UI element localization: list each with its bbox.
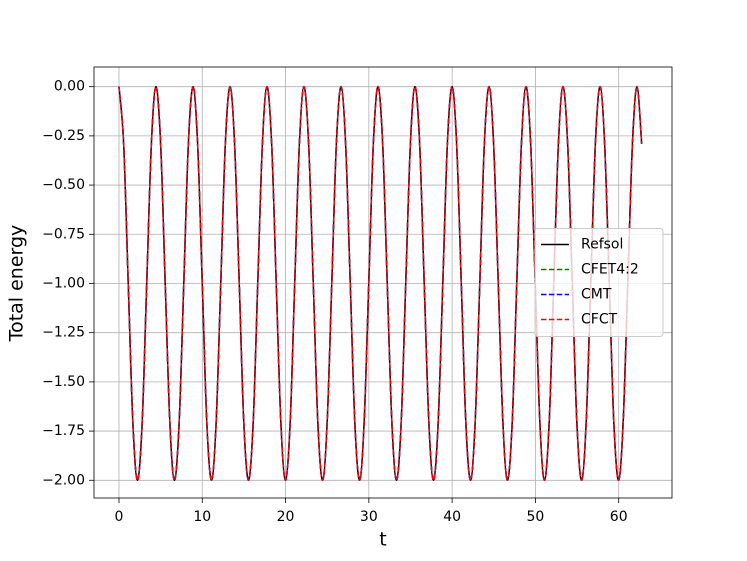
legend-box	[534, 228, 664, 337]
y-tick-label: −0.75	[42, 226, 85, 242]
y-tick-label: −1.50	[42, 374, 85, 390]
x-tick-label: 0	[115, 509, 124, 525]
x-tick-label: 10	[193, 509, 211, 525]
y-tick-label: −2.00	[42, 472, 85, 488]
y-tick-label: −0.50	[42, 177, 85, 193]
y-tick-label: −0.25	[42, 128, 85, 144]
plot-frame	[93, 66, 673, 499]
y-axis-label: Total energy	[6, 225, 28, 343]
x-axis-label: t	[379, 529, 386, 551]
y-tick-label: −1.00	[42, 275, 85, 291]
legend-label: CMT	[581, 287, 612, 303]
x-tick-label: 30	[360, 509, 378, 525]
legend-label: Refsol	[581, 237, 623, 253]
y-tick-label: 0.00	[54, 79, 85, 95]
y-tick-label: −1.25	[42, 325, 85, 341]
y-tick-label: −1.75	[42, 423, 85, 439]
x-tick-label: 40	[443, 509, 461, 525]
x-tick-label: 50	[526, 509, 544, 525]
legend-label: CFCT	[581, 312, 618, 328]
x-tick-label: 60	[610, 509, 628, 525]
legend-label: CFET4:2	[581, 262, 639, 278]
x-tick-label: 20	[277, 509, 295, 525]
